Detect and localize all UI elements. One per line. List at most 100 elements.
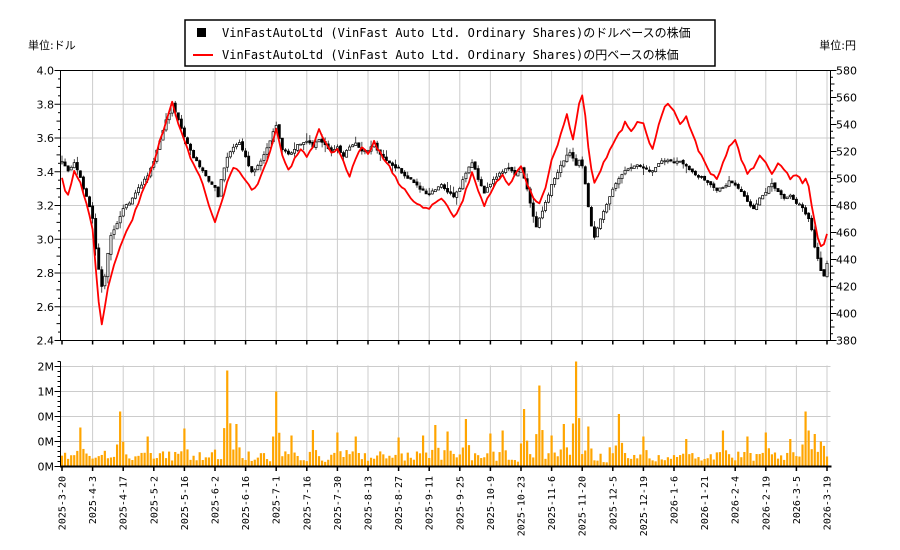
candle-body	[314, 141, 318, 148]
candle-body	[547, 194, 550, 203]
candle-body	[825, 262, 829, 278]
candle-body	[394, 164, 397, 169]
volume-bar	[82, 448, 85, 467]
candle-body	[268, 140, 272, 148]
candle-body	[403, 171, 407, 177]
candle-body	[700, 176, 703, 178]
volume-bar	[275, 391, 278, 467]
volume-bar	[437, 447, 440, 467]
volume-bar	[571, 423, 575, 467]
axis-ticks	[54, 70, 837, 471]
volume-bar	[232, 449, 235, 467]
volume-bar	[330, 454, 333, 467]
x-axis-labels: 2025-3-20 2025-4-3 2025-4-17 2025-5-2 2025-5…	[58, 476, 834, 536]
candle-body	[693, 170, 697, 176]
price-left-tick-label: 2.8	[37, 267, 55, 280]
x-axis-date-label: 2025-7-16	[302, 476, 313, 530]
volume-bar	[265, 459, 269, 467]
volume-bar	[207, 457, 210, 467]
volume-bar	[336, 432, 339, 467]
volume-bar	[510, 459, 513, 467]
volume-bar	[816, 451, 819, 467]
candle-body	[727, 180, 731, 187]
candle-body	[507, 167, 511, 170]
volume-bar	[79, 427, 82, 467]
volume-bar	[685, 439, 688, 467]
candle-body	[608, 196, 612, 205]
candle-body	[63, 161, 67, 167]
price-right-tick-label: 520	[836, 146, 857, 159]
volume-bar	[474, 453, 477, 467]
candle-body	[712, 183, 716, 188]
volume-bar	[342, 457, 345, 467]
volume-bar	[281, 456, 284, 467]
volume-bar	[131, 460, 134, 467]
volume-bar	[574, 361, 578, 467]
volume-bar	[810, 449, 813, 467]
price-right-tick-label: 460	[836, 227, 857, 240]
price-right-tick-label: 400	[836, 308, 857, 321]
volume-bar	[192, 455, 195, 467]
volume-bar	[60, 455, 64, 467]
volume-bar	[140, 452, 143, 467]
volume-bar	[761, 452, 764, 467]
volume-bar	[76, 450, 79, 467]
candle-body	[638, 164, 642, 167]
volume-bar	[204, 457, 207, 467]
volume-bar	[819, 441, 822, 467]
volume-bar	[773, 452, 777, 467]
x-axis-date-label: 2025-12-5	[608, 476, 619, 530]
candle-body	[562, 160, 566, 167]
candle-body	[345, 150, 349, 158]
candle-body	[351, 144, 355, 148]
volume-bar	[67, 458, 70, 467]
volume-bar	[651, 460, 654, 467]
candle-body	[75, 162, 79, 171]
candle-body	[293, 148, 297, 154]
candle-body	[614, 183, 618, 189]
candle-body	[553, 178, 557, 185]
candle-body	[348, 146, 352, 151]
volume-bar	[443, 450, 446, 467]
candle-body	[559, 164, 563, 173]
candle-body	[492, 179, 495, 185]
volume-bar	[91, 458, 94, 467]
x-axis-date-label: 2026-3-19	[823, 476, 834, 530]
candle-body	[550, 184, 554, 196]
volume-bar	[516, 461, 520, 467]
gridlines	[60, 70, 831, 467]
candle-body	[91, 205, 95, 219]
volume-bar	[115, 444, 119, 467]
candle-body	[813, 229, 817, 248]
candle-body	[690, 168, 694, 173]
volume-bar	[682, 453, 685, 467]
candle-body	[317, 139, 321, 143]
candle-body	[72, 162, 76, 169]
volume-bar	[229, 423, 232, 467]
price-right-tick-label: 420	[836, 281, 857, 294]
candle-body	[632, 165, 636, 169]
volume-bar	[825, 456, 829, 467]
volume-bar	[749, 453, 752, 467]
candle-body	[238, 142, 241, 145]
volume-bar	[220, 459, 223, 467]
candle-body	[204, 170, 208, 177]
volume-bar	[547, 453, 550, 467]
candle-body	[186, 137, 189, 145]
volume-bar	[605, 462, 608, 467]
volume-bar	[709, 454, 712, 467]
candle-body	[78, 170, 82, 178]
candle-body	[81, 176, 85, 190]
candle-body	[510, 167, 514, 172]
candle-body	[112, 229, 116, 235]
candle-body	[721, 187, 725, 189]
candle-body	[140, 184, 144, 189]
volume-bar	[584, 450, 587, 467]
x-axis-date-label: 2026-1-21	[700, 476, 711, 530]
volume-bar	[339, 451, 342, 467]
volume-bar	[403, 460, 406, 467]
x-axis-date-label: 2025-8-27	[394, 476, 405, 530]
x-axis-date-label: 2025-6-2	[211, 476, 222, 524]
candle-body	[231, 146, 235, 153]
price-left-tick-label: 4.0	[37, 65, 55, 78]
